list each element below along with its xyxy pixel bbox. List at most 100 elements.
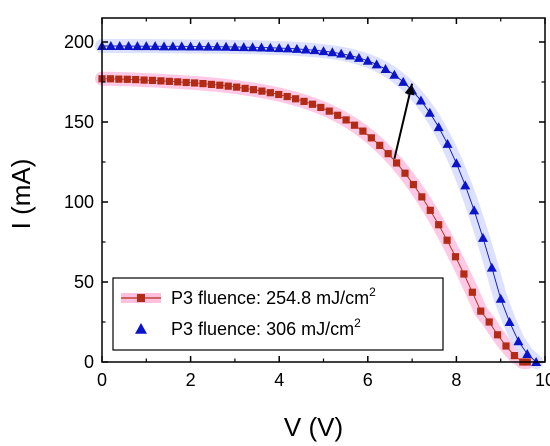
series-1-point-13 (212, 41, 223, 51)
series-0-point-27 (325, 107, 333, 115)
series-1-point-26 (327, 47, 338, 57)
x-axis-title: V (V) (284, 412, 343, 442)
series-1-point-24 (309, 45, 320, 55)
x-tick-label-4: 8 (451, 370, 461, 390)
series-0-point-30 (350, 121, 359, 129)
series-0-point-48 (502, 342, 510, 350)
y-tick-label-2: 100 (64, 192, 94, 212)
series-1-point-43 (477, 232, 488, 242)
annotation-arrow (393, 83, 415, 160)
series-0-point-11 (190, 79, 199, 87)
series-1-point-17 (247, 42, 258, 52)
series-0-point-20 (266, 89, 274, 97)
y-tick-label-1: 50 (74, 272, 94, 292)
x-tick-label-5: 10 (535, 370, 550, 390)
series-1-point-8 (167, 41, 178, 51)
series-1-point-4 (132, 41, 143, 51)
series-0-point-33 (376, 141, 384, 149)
legend-marker-1 (135, 323, 147, 334)
series-1-point-23 (300, 44, 311, 54)
series-1-point-10 (185, 41, 196, 51)
series-0-point-17 (241, 84, 249, 92)
series-1-point-15 (229, 41, 240, 51)
series-1-point-44 (486, 262, 497, 272)
series-0-point-9 (174, 78, 182, 86)
series-0-point-12 (199, 80, 207, 88)
series-1-point-41 (460, 180, 471, 190)
series-0-point-39 (426, 206, 434, 214)
series-1-point-28 (345, 50, 356, 60)
series-0-point-31 (359, 127, 367, 135)
series-0-point-19 (258, 87, 266, 95)
series-0-point-49 (510, 352, 519, 360)
series-0-point-32 (367, 134, 375, 142)
series-0-point-41 (443, 236, 451, 244)
axes-layer: 0246810050100150200V (V)I (mA) (6, 17, 550, 442)
series-1-point-27 (336, 48, 347, 58)
plot-data-layer (97, 41, 542, 366)
series-1-point-12 (203, 41, 214, 51)
series-1-point-9 (176, 41, 187, 51)
arrow-head (404, 83, 415, 96)
series-0-point-2 (115, 75, 123, 83)
series-1-point-11 (194, 41, 205, 51)
series-0-point-6 (148, 76, 157, 84)
series-1-point-42 (469, 205, 480, 215)
series-0-point-29 (342, 116, 350, 124)
series-1-point-48 (522, 349, 533, 358)
series-0-point-3 (123, 75, 131, 83)
series-0-point-44 (468, 288, 476, 296)
series-1-point-19 (265, 42, 276, 52)
series-1-point-40 (451, 158, 462, 168)
series-0-point-40 (435, 221, 443, 229)
legend-label-1: P3 fluence: 306 mJ/cm2 (171, 316, 361, 339)
series-0-point-46 (485, 318, 493, 326)
series-0-point-23 (291, 95, 300, 103)
series-0-point-15 (224, 82, 232, 90)
series-0-point-18 (249, 86, 258, 94)
series-1-point-29 (353, 52, 364, 62)
series-0-line (102, 78, 528, 363)
series-1-point-3 (123, 41, 134, 50)
series-0-point-13 (207, 80, 216, 88)
y-tick-label-4: 200 (64, 32, 94, 52)
series-1-point-37 (424, 107, 435, 117)
series-1-point-33 (389, 69, 400, 79)
series-0-point-45 (477, 307, 485, 315)
legend-marker-0 (137, 294, 145, 302)
series-0-point-35 (393, 159, 401, 167)
series-1-point-25 (318, 46, 329, 56)
legend-label-text-0: P3 fluence: 254.8 mJ/cm (171, 288, 369, 308)
series-1-point-32 (380, 64, 391, 74)
legend-label-superscript-1: 2 (354, 316, 361, 330)
series-0-point-28 (334, 111, 342, 119)
legend-label-text-1: P3 fluence: 306 mJ/cm (171, 319, 354, 339)
series-0-point-10 (182, 78, 190, 87)
series-0-point-34 (384, 150, 392, 158)
series-0-point-7 (157, 77, 165, 85)
series-1-point-30 (362, 55, 373, 65)
x-tick-label-0: 0 (97, 370, 107, 390)
y-axis-title: I (mA) (6, 159, 36, 230)
series-0-point-4 (132, 76, 140, 84)
series-1-point-16 (238, 42, 249, 52)
series-0-point-1 (106, 75, 115, 83)
series-0-point-47 (494, 331, 502, 339)
series-1-point-1 (105, 41, 116, 50)
series-1-point-38 (433, 122, 444, 132)
series-1-point-6 (150, 41, 161, 51)
series-0-point-5 (140, 76, 148, 84)
series-0-point-24 (300, 97, 308, 105)
series-1-point-39 (442, 138, 453, 148)
series-0-point-8 (165, 77, 173, 85)
arrow-shaft (393, 83, 414, 160)
series-1-point-31 (371, 59, 382, 69)
y-tick-label-3: 150 (64, 112, 94, 132)
series-0-point-42 (451, 253, 460, 261)
series-0-point-14 (216, 81, 224, 89)
series-1-point-45 (495, 293, 506, 303)
x-tick-label-2: 4 (274, 370, 284, 390)
legend-box (112, 277, 444, 351)
series-0-point-36 (401, 169, 409, 177)
series-1-point-2 (114, 41, 125, 50)
